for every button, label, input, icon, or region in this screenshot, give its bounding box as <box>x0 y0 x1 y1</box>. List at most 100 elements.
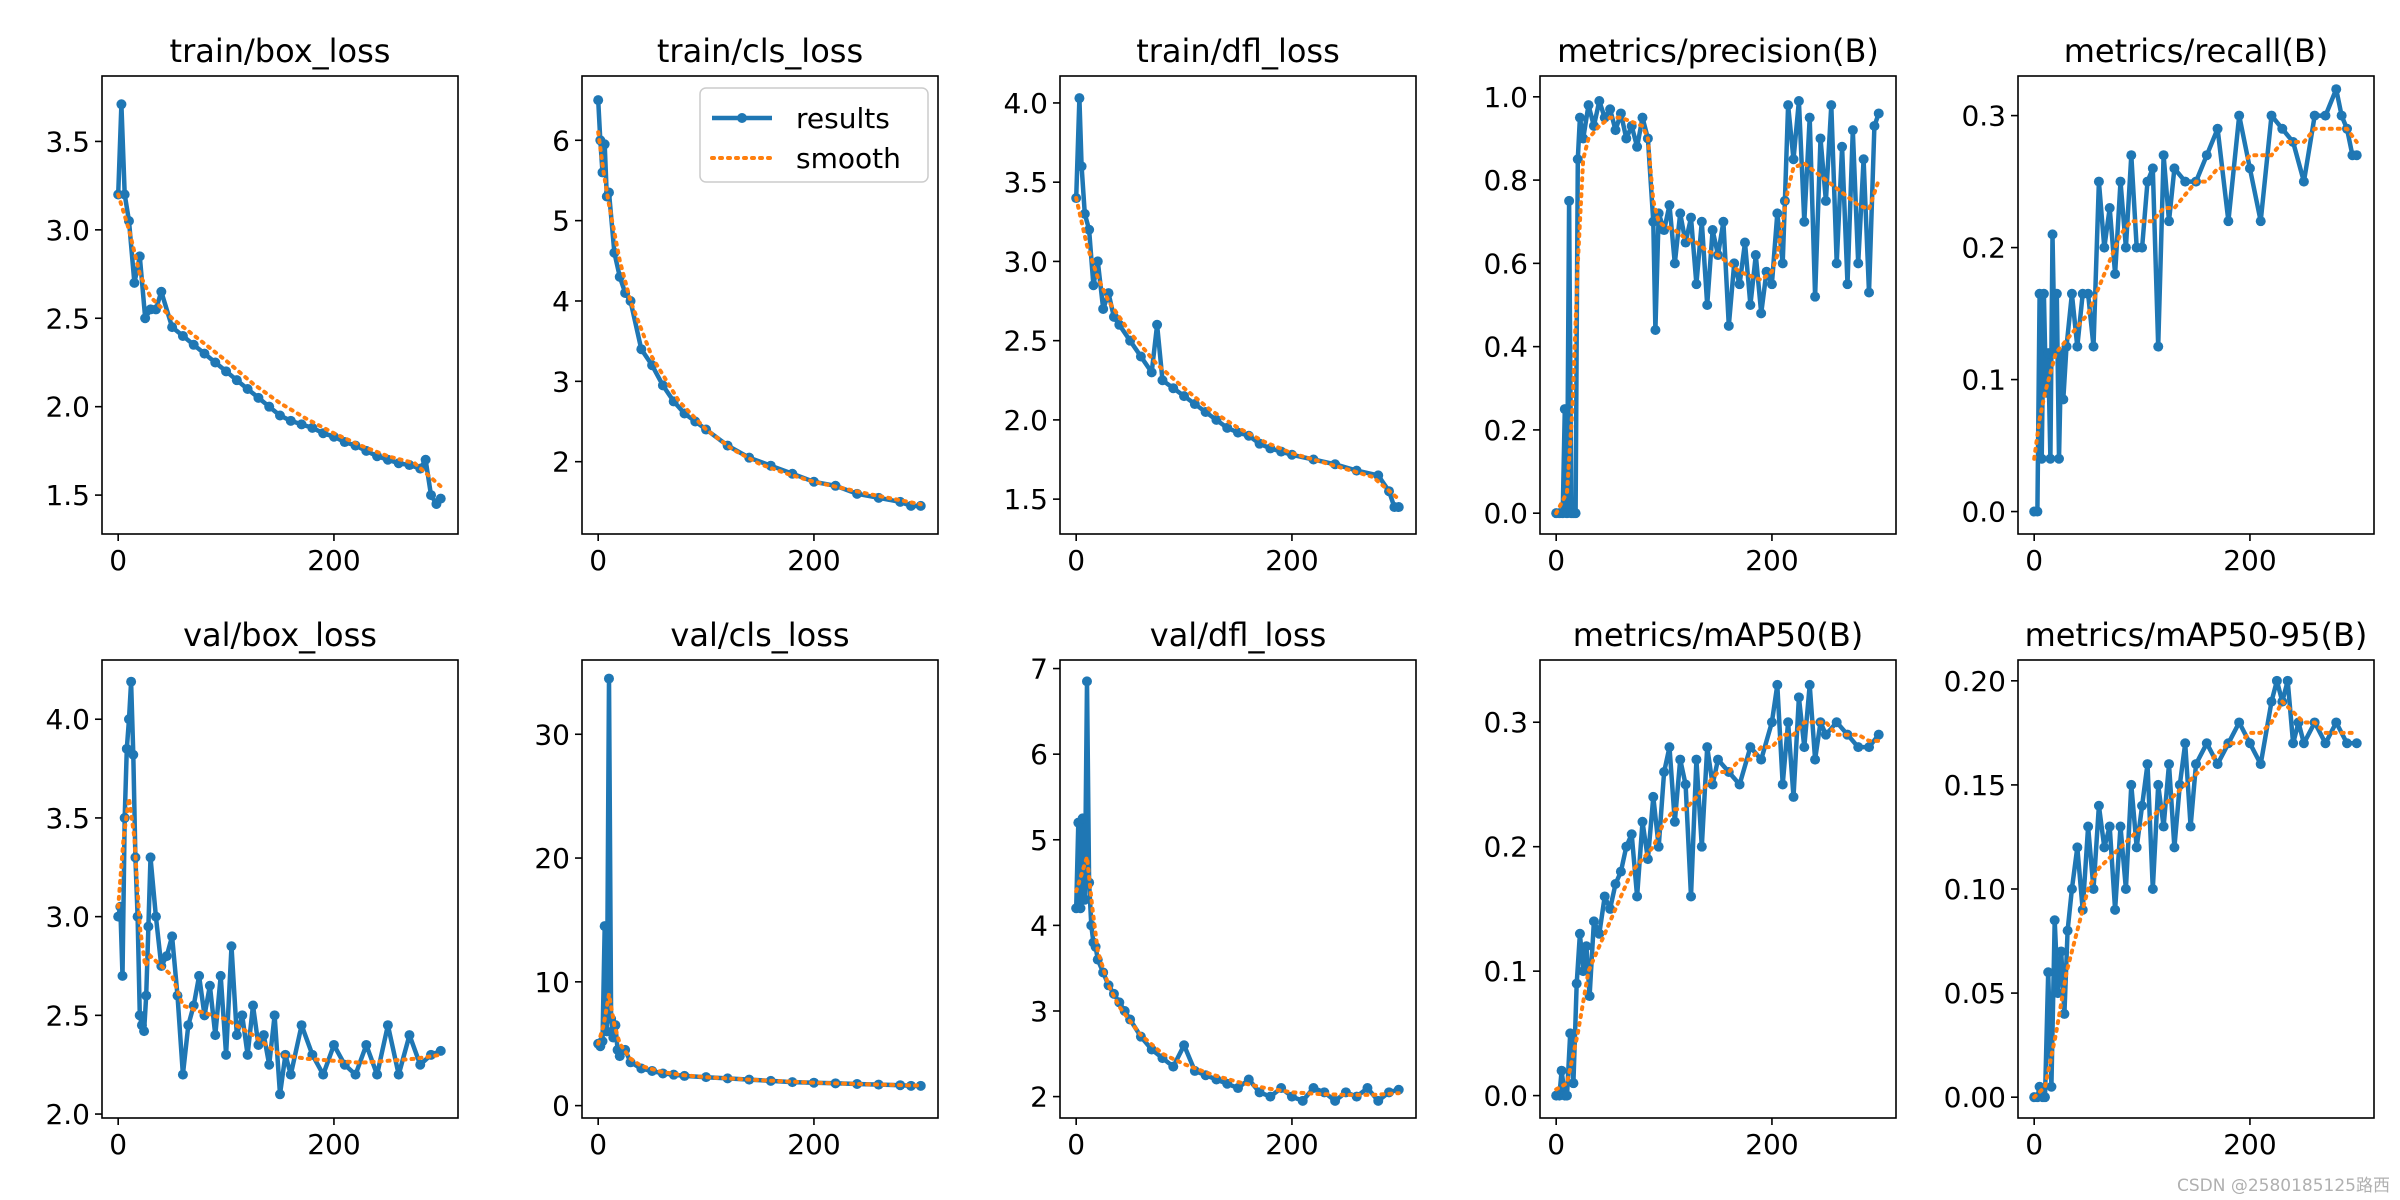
results-point <box>1756 754 1767 765</box>
results-point <box>1777 258 1788 269</box>
y-tick-label: 0.6 <box>1483 247 1528 280</box>
y-tick-label: 0.3 <box>1961 100 2006 133</box>
results-point <box>126 676 137 687</box>
results-point <box>1650 324 1661 335</box>
y-tick-label: 0.15 <box>1944 769 2006 802</box>
plot-area <box>2029 84 2362 517</box>
results-point <box>285 415 296 426</box>
results-point <box>2212 759 2223 770</box>
smooth-line <box>1554 720 1881 1092</box>
x-tick-label: 200 <box>787 544 840 577</box>
results-point <box>1092 256 1103 267</box>
results-point <box>1686 212 1697 223</box>
x-tick-label: 200 <box>2223 544 2276 577</box>
results-point <box>1079 208 1090 219</box>
results-point <box>2223 216 2234 227</box>
y-tick-label: 0.3 <box>1483 706 1528 739</box>
results-point <box>2180 176 2191 187</box>
y-tick-label: 0.1 <box>1483 955 1528 988</box>
results-line <box>1556 682 1881 1098</box>
results-point <box>1588 916 1599 927</box>
results-point <box>1615 866 1626 877</box>
subplot-val-dfl-loss: val/dfl_loss 0 200 2 3 4 5 6 7 <box>1030 616 1417 1161</box>
results-point <box>2038 288 2049 299</box>
results-point <box>307 422 318 433</box>
subplot-metrics-map50-b: metrics/mAP50(B) 0 200 0.0 0.1 0.2 0.3 <box>1483 616 1897 1161</box>
results-point <box>2099 242 2110 253</box>
results-point <box>636 344 647 355</box>
results-point <box>1373 470 1384 481</box>
results-line <box>1556 98 1881 516</box>
results-point <box>145 852 156 863</box>
results-point <box>1810 754 1821 765</box>
results-point <box>2201 738 2212 749</box>
results-point <box>1168 1061 1179 1072</box>
results-point <box>2062 925 2073 936</box>
results-point <box>2191 759 2201 770</box>
results-point <box>264 1059 275 1070</box>
results-point <box>1734 779 1745 790</box>
results-point <box>2212 123 2223 134</box>
results-point <box>188 339 199 350</box>
results-point <box>2093 176 2104 187</box>
x-tick-label: 0 <box>109 1128 127 1161</box>
results-point <box>119 189 130 200</box>
smooth-line <box>1554 115 1881 516</box>
results-point <box>231 1030 242 1041</box>
results-point <box>2043 967 2054 978</box>
results-point <box>1581 941 1592 952</box>
y-tick-label: 7 <box>1030 653 1048 686</box>
results-point <box>1788 154 1799 165</box>
results-point <box>1637 112 1648 123</box>
results-point <box>2288 136 2299 147</box>
results-line <box>115 102 443 507</box>
results-point <box>1265 1091 1276 1102</box>
results-point <box>2266 696 2277 707</box>
legend-box <box>699 87 929 183</box>
results-point <box>2180 738 2191 749</box>
x-tick-label: 200 <box>1745 1128 1798 1161</box>
results-point <box>1869 120 1880 131</box>
results-point <box>2137 242 2148 253</box>
x-tick-label: 200 <box>787 1128 840 1161</box>
y-tick-label: 30 <box>534 718 570 751</box>
results-point <box>296 419 307 430</box>
subplot-title: val/dfl_loss <box>1150 616 1327 654</box>
y-tick-label: 6 <box>552 124 570 157</box>
plot-area <box>1071 93 1404 513</box>
results-point <box>1081 676 1092 687</box>
plot-frame <box>581 75 939 535</box>
results-point <box>2234 717 2245 728</box>
results-point <box>1837 141 1848 152</box>
subplot-title: metrics/recall(B) <box>2064 32 2329 70</box>
results-point <box>1637 816 1648 827</box>
results-point <box>2153 341 2164 352</box>
results-point <box>2047 229 2058 240</box>
smooth-line <box>596 130 923 507</box>
results-point <box>603 673 614 684</box>
results-point <box>2072 341 2083 352</box>
results-point <box>1820 729 1831 740</box>
results-point <box>2115 176 2126 187</box>
y-tick-label: 0.2 <box>1483 831 1528 864</box>
y-tick-label: 20 <box>534 842 570 875</box>
results-point <box>1168 383 1179 394</box>
plot-frame <box>101 75 459 535</box>
results-point <box>2342 738 2353 749</box>
results-point <box>296 1020 307 1031</box>
results-point <box>2277 123 2288 134</box>
x-tick-label: 0 <box>109 544 127 577</box>
results-point <box>1831 258 1842 269</box>
results-point <box>2244 163 2255 174</box>
results-point <box>318 1069 329 1080</box>
results-point <box>1114 319 1125 330</box>
results-point <box>1570 508 1581 519</box>
legend: results smooth <box>699 87 929 183</box>
results-point <box>121 743 132 754</box>
results-point <box>204 980 215 991</box>
y-tick-label: 5 <box>552 205 570 238</box>
results-point <box>1745 300 1756 310</box>
results-point <box>1664 200 1675 211</box>
results-point <box>1108 311 1119 322</box>
results-point <box>2331 717 2342 728</box>
